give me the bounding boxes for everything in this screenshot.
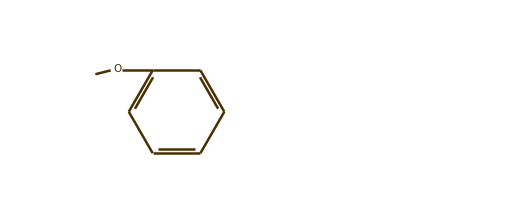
Text: O: O xyxy=(113,64,121,74)
